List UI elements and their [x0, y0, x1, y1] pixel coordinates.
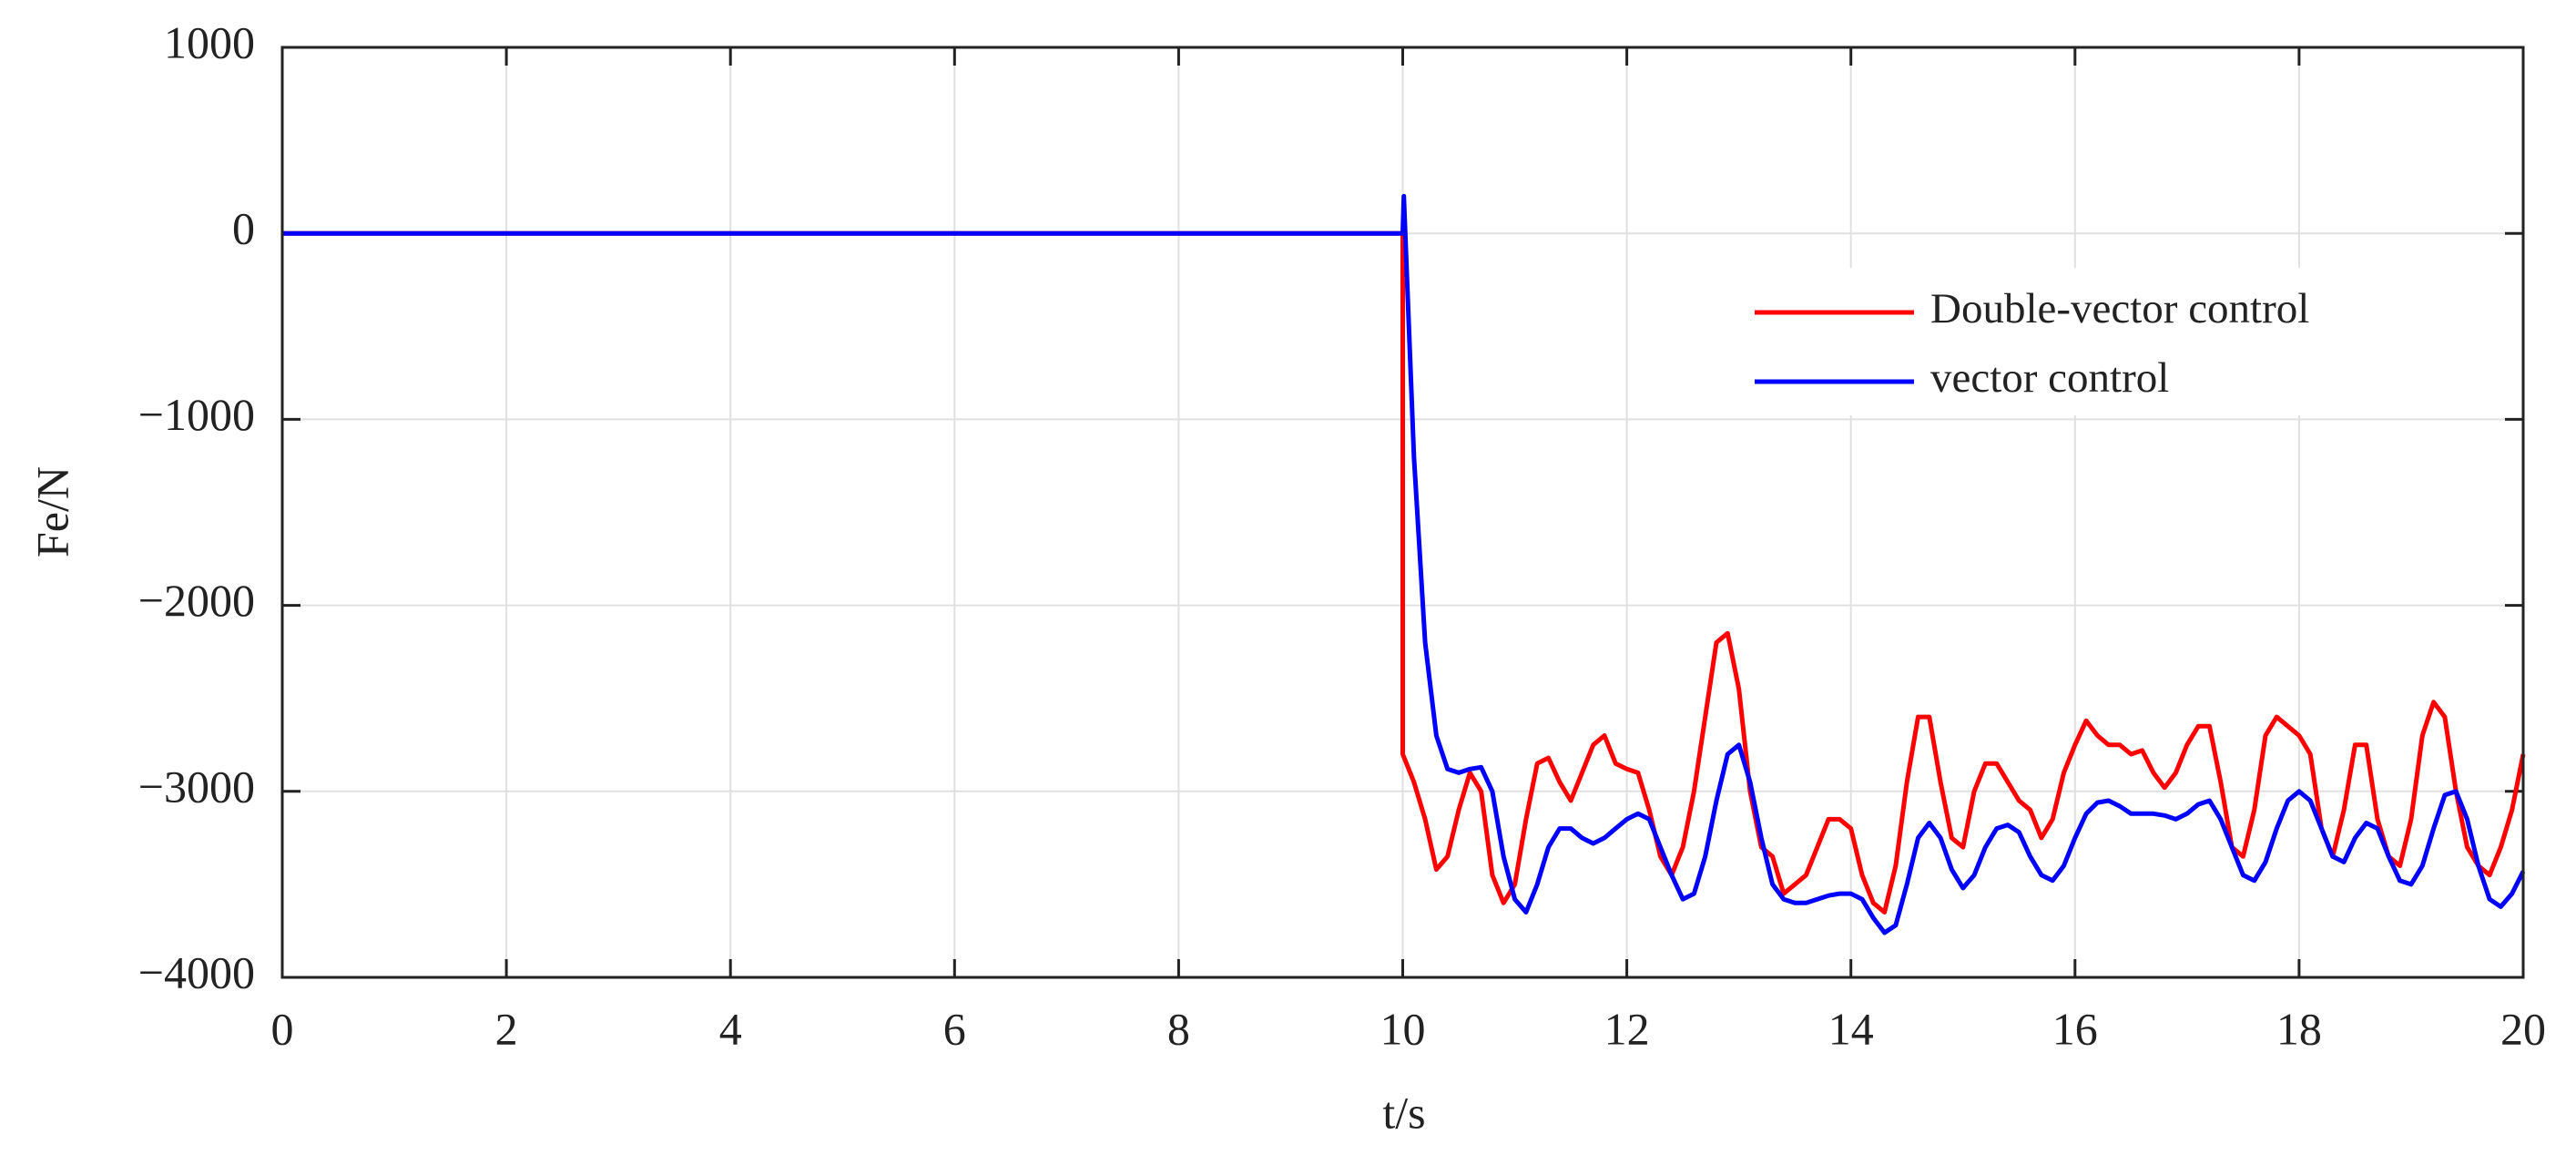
x-tick-label: 12 — [1604, 1003, 1650, 1054]
legend-label: vector control — [1930, 354, 2169, 402]
y-tick-label: −4000 — [138, 946, 255, 997]
y-tick-label: −2000 — [138, 575, 255, 626]
x-tick-label: 2 — [495, 1003, 518, 1054]
x-tick-label: 8 — [1167, 1003, 1190, 1054]
y-axis-label: Fe/N — [26, 466, 77, 557]
y-tick-label: 0 — [232, 203, 255, 254]
x-tick-label: 16 — [2052, 1003, 2098, 1054]
x-tick-label: 20 — [2500, 1003, 2546, 1054]
x-tick-label: 10 — [1380, 1003, 1426, 1054]
legend-label: Double-vector control — [1930, 285, 2309, 332]
x-axis-label: t/s — [1382, 1087, 1425, 1138]
x-tick-label: 14 — [1828, 1003, 1874, 1054]
legend-box — [1736, 268, 2428, 415]
y-tick-label: −3000 — [138, 761, 255, 812]
x-tick-label: 18 — [2276, 1003, 2322, 1054]
x-tick-label: 4 — [719, 1003, 742, 1054]
x-tick-label: 0 — [271, 1003, 294, 1054]
x-tick-label: 6 — [943, 1003, 966, 1054]
plot-frame — [280, 46, 2525, 979]
y-tick-label: −1000 — [138, 389, 255, 440]
series-line — [282, 193, 2526, 935]
y-tick-label: 1000 — [164, 16, 255, 67]
